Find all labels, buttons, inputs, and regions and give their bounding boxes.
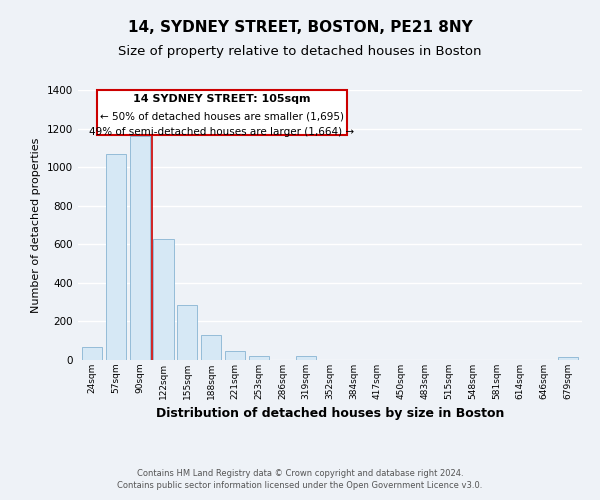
Y-axis label: Number of detached properties: Number of detached properties	[31, 138, 41, 312]
Bar	[82, 348, 103, 360]
Text: 49% of semi-detached houses are larger (1,664) →: 49% of semi-detached houses are larger (…	[89, 128, 355, 138]
Bar	[154, 238, 173, 360]
Bar	[225, 350, 245, 360]
Bar	[106, 154, 126, 360]
Text: Size of property relative to detached houses in Boston: Size of property relative to detached ho…	[118, 45, 482, 58]
X-axis label: Distribution of detached houses by size in Boston: Distribution of detached houses by size …	[156, 408, 504, 420]
Text: Contains HM Land Registry data © Crown copyright and database right 2024.
Contai: Contains HM Land Registry data © Crown c…	[118, 468, 482, 490]
Bar	[201, 335, 221, 360]
Bar	[296, 356, 316, 360]
Bar	[248, 356, 269, 360]
FancyBboxPatch shape	[97, 90, 347, 134]
Bar	[130, 136, 150, 360]
Text: 14, SYDNEY STREET, BOSTON, PE21 8NY: 14, SYDNEY STREET, BOSTON, PE21 8NY	[128, 20, 472, 35]
Bar	[557, 357, 578, 360]
Text: ← 50% of detached houses are smaller (1,695): ← 50% of detached houses are smaller (1,…	[100, 111, 344, 121]
Bar	[177, 305, 197, 360]
Text: 14 SYDNEY STREET: 105sqm: 14 SYDNEY STREET: 105sqm	[133, 94, 311, 104]
